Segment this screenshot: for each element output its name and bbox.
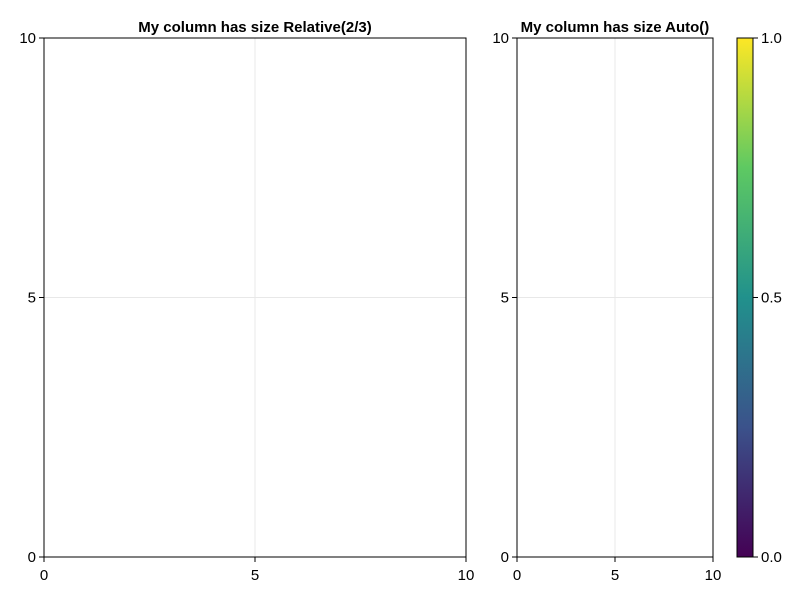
colorbar-tick-label: 1.0: [761, 30, 782, 47]
colorbar: 0.0 0.5 1.0: [736, 30, 782, 566]
axis-right: My column has size Auto() 0 5 10 0 5 10: [492, 19, 721, 584]
axis-right-xtick-label: 5: [611, 567, 619, 584]
colorbar-gradient: [736, 37, 754, 558]
axis-right-xtick-label: 10: [705, 567, 722, 584]
axis-right-ytick-label: 5: [501, 290, 509, 307]
axis-left-ytick-label: 5: [28, 290, 36, 307]
axis-left-ticks: 0 5 10 0 5 10: [19, 30, 474, 584]
colorbar-ticks: 0.0 0.5 1.0: [753, 30, 782, 566]
axis-left-xtick-label: 5: [251, 567, 259, 584]
axis-right-ytick-label: 0: [501, 549, 509, 566]
axis-left-title: My column has size Relative(2/3): [138, 19, 371, 36]
colorbar-tick-label: 0.0: [761, 549, 782, 566]
axis-right-ticks: 0 5 10 0 5 10: [492, 30, 721, 584]
axis-left: My column has size Relative(2/3) 0 5 10 0 5 1…: [19, 19, 474, 584]
axis-left-gridlines: [43, 37, 467, 558]
axis-right-xtick-label: 0: [513, 567, 521, 584]
colorbar-tick-label: 0.5: [761, 290, 782, 307]
axis-left-ytick-label: 10: [19, 30, 36, 47]
axis-right-title: My column has size Auto(): [521, 19, 710, 36]
axis-left-xtick-label: 10: [458, 567, 475, 584]
axis-left-ytick-label: 0: [28, 549, 36, 566]
axis-left-xtick-label: 0: [40, 567, 48, 584]
axis-right-gridlines: [516, 37, 714, 558]
axis-right-ytick-label: 10: [492, 30, 509, 47]
